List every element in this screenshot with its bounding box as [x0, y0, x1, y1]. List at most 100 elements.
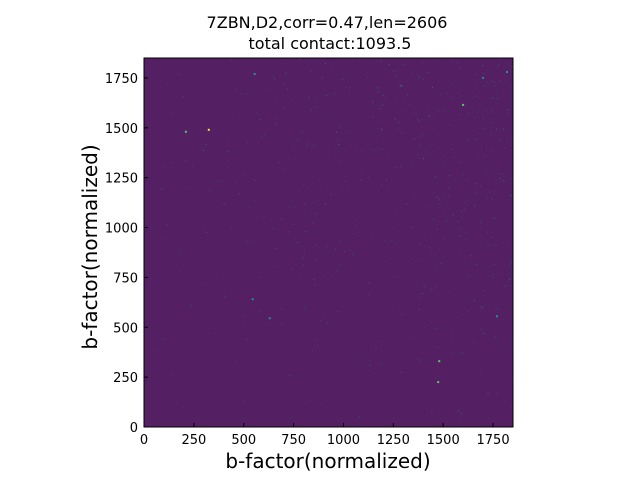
contact-cell — [472, 103, 474, 105]
contact-cell — [486, 197, 488, 199]
contact-cell — [402, 181, 404, 183]
contact-cell — [392, 83, 394, 85]
contact-cell — [334, 152, 336, 154]
contact-cell — [197, 160, 199, 162]
contact-cell — [427, 222, 429, 224]
contact-cell — [482, 65, 484, 67]
contact-cell — [429, 107, 431, 109]
contact-cell — [464, 202, 466, 203]
contact-cell — [422, 126, 424, 127]
contact-cell — [363, 76, 364, 78]
contact-point — [438, 360, 441, 363]
contact-cell — [312, 350, 313, 352]
contact-cell — [171, 375, 172, 376]
contact-cell — [381, 129, 383, 131]
contact-cell — [381, 164, 383, 166]
contact-cell — [500, 157, 502, 159]
contact-cell — [313, 169, 315, 171]
contact-cell — [166, 175, 168, 177]
contact-cell — [439, 147, 441, 149]
contact-cell — [203, 224, 205, 226]
contact-cell — [345, 87, 347, 89]
contact-cell — [407, 94, 408, 96]
contact-cell — [396, 226, 398, 228]
contact-cell — [435, 378, 437, 379]
contact-cell — [460, 416, 462, 418]
contact-cell — [491, 236, 493, 238]
contact-cell — [400, 166, 402, 168]
contact-cell — [382, 94, 384, 96]
contact-cell — [258, 310, 260, 312]
contact-cell — [511, 276, 513, 278]
contact-cell — [348, 249, 350, 251]
contact-cell — [345, 155, 347, 157]
contact-cell — [475, 95, 477, 97]
contact-cell — [339, 146, 341, 148]
contact-cell — [398, 256, 400, 258]
contact-cell — [448, 187, 450, 189]
contact-cell — [288, 231, 290, 233]
contact-cell — [505, 223, 507, 225]
contact-cell — [392, 306, 394, 308]
contact-cell — [497, 89, 499, 91]
contact-cell — [411, 66, 413, 68]
contact-cell — [436, 240, 437, 242]
contact-cell — [303, 305, 305, 307]
contact-cell — [229, 142, 230, 143]
contact-cell — [449, 175, 451, 176]
contact-cell — [280, 323, 282, 325]
contact-cell — [500, 203, 502, 204]
contact-cell — [458, 254, 459, 255]
contact-cell — [442, 163, 444, 165]
contact-cell — [492, 281, 494, 283]
contact-cell — [493, 153, 495, 155]
contact-cell — [302, 130, 304, 132]
contact-cell — [217, 174, 219, 175]
contact-cell — [473, 301, 475, 303]
contact-cell — [197, 225, 199, 227]
contact-cell — [501, 135, 503, 137]
contact-cell — [494, 397, 496, 399]
contact-cell — [425, 148, 427, 150]
contact-cell — [345, 180, 347, 182]
contact-cell — [313, 144, 315, 146]
contact-cell — [234, 334, 236, 336]
contact-cell — [487, 224, 489, 226]
contact-cell — [224, 296, 226, 298]
contact-cell — [286, 88, 288, 90]
contact-cell — [452, 214, 454, 216]
contact-cell — [409, 222, 411, 224]
contact-cell — [459, 114, 461, 115]
contact-cell — [239, 193, 240, 195]
contact-cell — [223, 203, 225, 205]
contact-cell — [419, 243, 421, 245]
contact-cell — [253, 199, 255, 201]
contact-cell — [316, 106, 318, 108]
contact-cell — [289, 64, 291, 66]
contact-cell — [215, 77, 217, 79]
contact-cell — [460, 133, 462, 135]
contact-cell — [276, 228, 278, 230]
chart-title-line-1: 7ZBN,D2,corr=0.47,len=2606 — [207, 13, 448, 32]
contact-cell — [465, 239, 467, 241]
x-tick-label: 250 — [181, 433, 206, 448]
contact-cell — [341, 189, 343, 191]
contact-cell — [414, 206, 416, 208]
contact-cell — [411, 255, 413, 257]
contact-cell — [495, 336, 497, 338]
contact-cell — [459, 162, 461, 163]
contact-cell — [383, 105, 385, 107]
contact-cell — [473, 129, 475, 131]
contact-cell — [423, 191, 425, 193]
contact-cell — [257, 290, 259, 292]
contact-point — [462, 103, 465, 106]
contact-cell — [337, 364, 339, 366]
contact-cell — [429, 172, 431, 174]
contact-cell — [316, 404, 317, 406]
contact-cell — [480, 306, 482, 308]
contact-cell — [283, 59, 285, 61]
contact-cell — [492, 149, 494, 151]
contact-cell — [411, 73, 413, 75]
contact-cell — [497, 137, 498, 139]
contact-cell — [300, 103, 302, 105]
